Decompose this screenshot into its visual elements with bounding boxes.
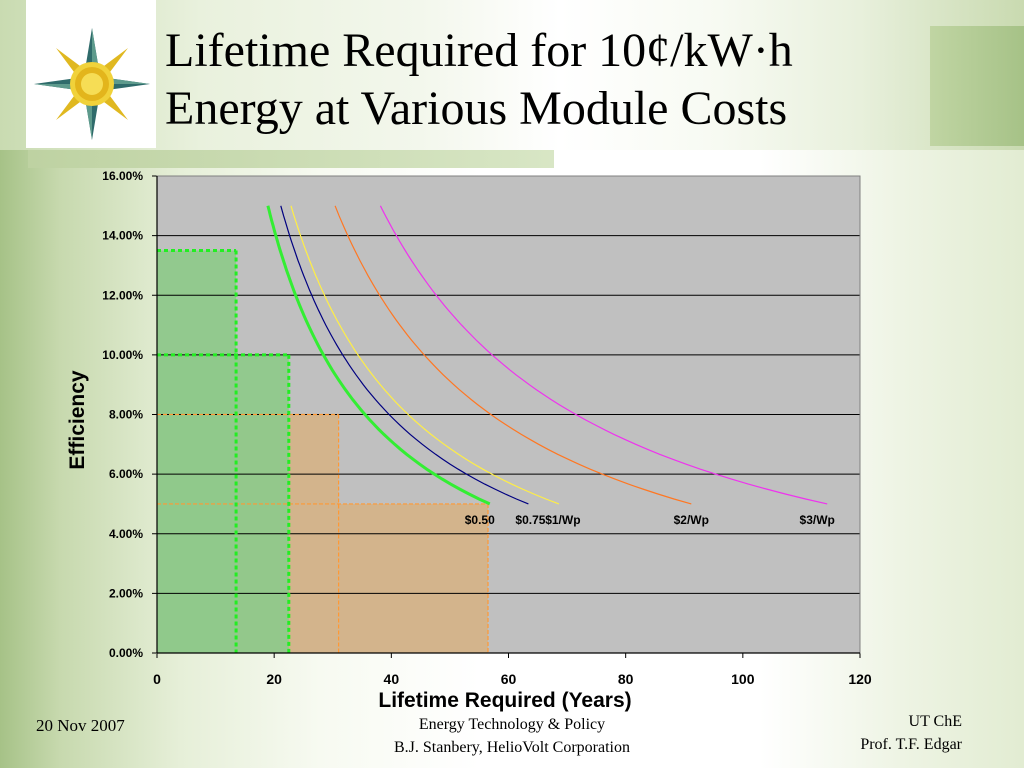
series-line-1 (280, 205, 529, 505)
y-tick-label: 12.00% (102, 288, 143, 302)
slide-title-line-2: Energy at Various Module Costs (165, 82, 788, 135)
series-label: $0.75 (515, 513, 545, 527)
series-label: $2/Wp (674, 513, 709, 527)
y-tick-label: 16.00% (102, 169, 143, 183)
series-line-4 (379, 205, 828, 505)
footer-prof: Prof. T.F. Edgar (860, 736, 962, 753)
logo (26, 0, 156, 148)
y-tick-label: 4.00% (109, 527, 143, 541)
title-band (0, 0, 1024, 150)
footer-date: 20 Nov 2007 (36, 716, 125, 735)
footer-course-name: Energy Technology & Policy (418, 716, 606, 733)
x-tick-label: 80 (618, 671, 634, 687)
x-axis-title: Lifetime Required (Years) (378, 689, 631, 712)
y-tick-label: 14.00% (102, 229, 143, 243)
y-tick-label: 2.00% (109, 586, 143, 600)
series-line-3 (334, 205, 692, 505)
series-line-0 (266, 205, 491, 506)
compass-star-icon (34, 28, 150, 140)
slide-title: Lifetime Required for 10¢/kW·h Energy at… (165, 22, 925, 138)
x-tick-label: 120 (848, 671, 872, 687)
y-axis-title: Efficiency (66, 370, 89, 470)
y-tick-label: 10.00% (102, 348, 143, 362)
title-band-accent (930, 26, 1024, 146)
series-line-2 (290, 205, 560, 505)
footer-institution: UT ChE Prof. T.F. Edgar (780, 710, 962, 756)
footer-course: Energy Technology & Policy B.J. Stanbery… (330, 713, 694, 759)
footer-dept: UT ChE (908, 713, 962, 730)
x-tick-label: 20 (266, 671, 282, 687)
y-tick-label: 6.00% (109, 467, 143, 481)
slide-title-line-1: Lifetime Required for 10¢/kW·h (165, 24, 793, 77)
x-tick-label: 60 (501, 671, 517, 687)
x-tick-label: 100 (731, 671, 755, 687)
series-label: $3/Wp (800, 513, 835, 527)
y-tick-label: 8.00% (109, 408, 143, 422)
title-underline-bar (28, 150, 554, 168)
series-label: $0.50 (465, 513, 495, 527)
footer-author: B.J. Stanbery, HelioVolt Corporation (394, 739, 630, 756)
series-label: $1/Wp (545, 513, 580, 527)
x-tick-label: 0 (153, 671, 161, 687)
x-tick-label: 40 (384, 671, 400, 687)
y-tick-label: 0.00% (109, 646, 143, 660)
